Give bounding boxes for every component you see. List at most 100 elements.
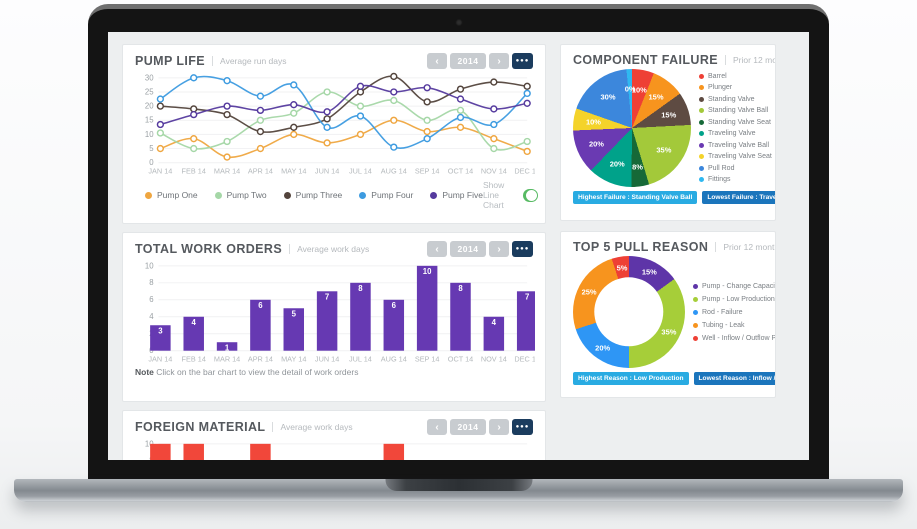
panel-top5-pull-reason: TOP 5 PULL REASON Prior 12 month 15% 35% 2… — [560, 231, 776, 398]
work-orders-note: Note Click on the bar chart to view the … — [135, 367, 533, 377]
slice-percentage: 10% — [585, 117, 601, 127]
legend-item: Pump One — [145, 190, 198, 200]
next-year-button[interactable]: › — [489, 419, 509, 435]
laptop-base — [14, 479, 903, 502]
svg-text:MAY 14: MAY 14 — [281, 354, 306, 363]
panel-subtitle: Prior 12 month — [715, 242, 775, 252]
slice-percentage: 35% — [656, 145, 672, 155]
svg-text:6: 6 — [258, 301, 263, 310]
svg-text:OCT 14: OCT 14 — [448, 166, 473, 175]
slice-percentage: 15% — [641, 267, 657, 277]
show-line-chart-toggle[interactable] — [523, 188, 539, 202]
legend-item: Traveling Valve Ball — [699, 140, 772, 152]
legend-item: Pump - Change Capacity — [693, 280, 775, 293]
svg-text:SEP 14: SEP 14 — [415, 354, 440, 363]
dashboard: PUMP LIFE Average run days ‹ 2014 › ●●● … — [108, 32, 809, 460]
legend-label: Pump One — [157, 190, 198, 201]
legend-label: Rod - Failure — [702, 308, 743, 316]
more-options-button[interactable]: ●●● — [512, 53, 533, 69]
legend-dot-icon — [699, 85, 704, 91]
legend-item: Standing Valve — [699, 94, 772, 106]
legend-dot-icon — [699, 96, 704, 102]
svg-text:5: 5 — [292, 310, 297, 319]
svg-text:15: 15 — [145, 116, 154, 125]
panel-title: PUMP LIFE — [135, 54, 206, 68]
svg-text:8: 8 — [358, 284, 363, 293]
slice-percentage: 10% — [631, 85, 647, 95]
svg-text:JUL 14: JUL 14 — [349, 166, 372, 175]
next-year-button[interactable]: › — [489, 241, 509, 257]
svg-text:AUG 14: AUG 14 — [381, 354, 407, 363]
panel-title: FOREIGN MATERIAL — [135, 420, 266, 434]
legend-item: Pump Four — [359, 190, 413, 200]
highest-failure-badge: Highest Failure : Standing Valve Ball — [573, 191, 698, 204]
legend-label: Pump Four — [371, 190, 414, 201]
svg-text:10: 10 — [423, 267, 432, 276]
next-year-button[interactable]: › — [489, 53, 509, 69]
legend-item: Traveling Valve Seat — [699, 151, 772, 163]
pump-life-legend-row: Pump One Pump Two Pump Three Pump Four Pump … — [135, 180, 539, 210]
legend-dot-icon — [699, 154, 704, 160]
slice-percentage: 30% — [600, 92, 616, 102]
highest-reason-badge: Highest Reason : Low Production — [573, 372, 689, 385]
svg-text:APR 14: APR 14 — [248, 354, 273, 363]
component-failure-header: COMPONENT FAILURE Prior 12 month — [573, 53, 775, 67]
svg-text:0: 0 — [149, 158, 154, 167]
year-button[interactable]: 2014 — [450, 241, 486, 257]
svg-text:6: 6 — [392, 301, 397, 310]
svg-text:JUN 14: JUN 14 — [315, 354, 339, 363]
svg-text:AUG 14: AUG 14 — [381, 166, 407, 175]
prev-year-button[interactable]: ‹ — [427, 241, 447, 257]
legend-label: Fittings — [708, 176, 731, 184]
year-button[interactable]: 2014 — [450, 53, 486, 69]
svg-text:10: 10 — [145, 261, 154, 270]
legend-dot-icon — [145, 191, 152, 199]
svg-text:FEB 14: FEB 14 — [182, 354, 206, 363]
legend-dot-icon — [693, 335, 698, 341]
slice-percentage: 20% — [595, 343, 611, 353]
lowest-reason-badge: Lowest Reason : Inflow / Outflow — [693, 372, 775, 385]
legend-dot-icon — [699, 165, 704, 171]
legend-label: Tubing - Leak — [702, 321, 745, 329]
panel-title: TOTAL WORK ORDERS — [135, 242, 283, 256]
legend-label: Standing Valve Ball — [708, 107, 769, 115]
svg-text:1: 1 — [225, 344, 230, 353]
svg-text:JAN 14: JAN 14 — [148, 166, 172, 175]
legend-label: Well - Inflow / Outflow Problem — [702, 334, 776, 342]
webcam-icon — [455, 19, 462, 26]
legend-label: Standing Valve — [708, 95, 755, 103]
legend-item: Pump Two — [214, 190, 267, 200]
legend-label: Pull Rod — [708, 164, 735, 172]
legend-item: Pull Rod — [699, 163, 772, 175]
legend-item: Barrel — [699, 71, 772, 83]
more-options-button[interactable]: ●●● — [512, 241, 533, 257]
prev-year-button[interactable]: ‹ — [427, 53, 447, 69]
svg-text:APR 14: APR 14 — [248, 166, 273, 175]
laptop-lid: PUMP LIFE Average run days ‹ 2014 › ●●● … — [88, 4, 829, 480]
panel-title: TOP 5 PULL REASON — [573, 240, 709, 254]
svg-text:NOV 14: NOV 14 — [481, 354, 507, 363]
pump-life-legend: Pump One Pump Two Pump Three Pump Four Pump … — [145, 190, 483, 200]
legend-item: Fittings — [699, 174, 772, 186]
year-button[interactable]: 2014 — [450, 419, 486, 435]
prev-year-button[interactable]: ‹ — [427, 419, 447, 435]
legend-dot-icon — [693, 322, 698, 328]
legend-item: Tubing - Leak — [693, 319, 775, 332]
legend-label: Pump Three — [295, 190, 343, 201]
legend-item: Traveling Valve — [699, 128, 772, 140]
work-orders-header: TOTAL WORK ORDERS Average work days ‹ 20… — [135, 241, 533, 257]
slice-percentage: 35% — [661, 327, 677, 337]
panel-total-work-orders: TOTAL WORK ORDERS Average work days ‹ 20… — [122, 232, 546, 402]
pump-life-header: PUMP LIFE Average run days ‹ 2014 › ●●● — [135, 53, 533, 69]
more-options-button[interactable]: ●●● — [512, 419, 533, 435]
dashboard-right-column: COMPONENT FAILURE Prior 12 month 10% 15% 1… — [560, 44, 776, 460]
svg-text:8: 8 — [149, 278, 153, 287]
svg-text:30: 30 — [145, 73, 154, 82]
pull-reason-donut-chart: 15% 35% 20% 25% 5% — [573, 256, 685, 368]
legend-dot-icon — [693, 309, 698, 315]
legend-dot-icon — [699, 177, 704, 183]
svg-text:4: 4 — [149, 312, 154, 321]
